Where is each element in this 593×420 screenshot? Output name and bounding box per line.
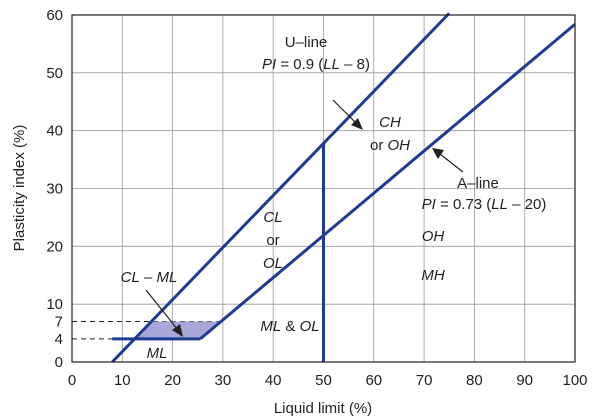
a-line (199, 23, 576, 341)
u-line (111, 12, 451, 364)
x-tick-label: 0 (68, 372, 76, 389)
x-tick-label: 30 (215, 372, 232, 389)
region-ol: OL (263, 255, 283, 272)
y-tick-label: 20 (46, 238, 63, 255)
plot-frame (71, 14, 576, 363)
y-tick-label: 30 (46, 181, 63, 198)
plot-border (71, 14, 576, 363)
region-ml: ML (147, 345, 168, 362)
x-tick-label: 20 (164, 372, 181, 389)
y-tick-label: 7 (55, 314, 63, 331)
x-tick-label: 50 (315, 372, 332, 389)
x-tick-label: 40 (265, 372, 282, 389)
x-tick-label: 90 (516, 372, 533, 389)
x-tick-labels: 0 10 20 30 40 50 60 70 80 90 100 (68, 372, 588, 389)
u-line-arrow (332, 99, 358, 125)
x-tick-label: 80 (466, 372, 483, 389)
region-ch: CH (379, 114, 401, 131)
y-tick-label: 0 (55, 354, 63, 371)
region-cl: CL (263, 209, 282, 226)
x-tick-label: 70 (416, 372, 433, 389)
x-tick-label: 60 (365, 372, 382, 389)
x-axis-title: Liquid limit (%) (274, 400, 372, 417)
y-tick-label: 10 (46, 296, 63, 313)
region-mh: MH (421, 267, 444, 284)
region-oh: OH (422, 228, 445, 245)
region-cl-ml: CL – ML (121, 269, 178, 286)
a-line-equation: PI = 0.73 (LL – 20) (422, 196, 547, 213)
annotation-arrows (145, 99, 464, 337)
u-line-label: U–line (285, 34, 328, 51)
x-tick-label: 10 (114, 372, 131, 389)
x-tick-label: 100 (562, 372, 587, 389)
y-tick-label: 50 (46, 65, 63, 82)
u-line-equation: PI = 0.9 (LL – 8) (262, 56, 370, 73)
y-tick-label: 4 (55, 331, 63, 348)
y-axis-title: Plasticity index (%) (11, 125, 28, 252)
region-cl-or: or (266, 232, 279, 249)
cl-ml-arrow (145, 289, 179, 331)
y-tick-label: 60 (46, 7, 63, 24)
a-line-arrow (439, 153, 464, 173)
a-line-label: A–line (457, 175, 499, 192)
a-line-arrowhead (432, 148, 444, 159)
u-line-arrowhead (351, 118, 363, 130)
y-tick-label: 40 (46, 123, 63, 140)
reference-dashes (72, 321, 221, 340)
region-ml-ol: ML & OL (260, 318, 319, 335)
cl-ml-arrowhead (172, 324, 183, 337)
chart-lines (111, 12, 576, 364)
region-ch-or-oh: or OH (370, 137, 410, 154)
